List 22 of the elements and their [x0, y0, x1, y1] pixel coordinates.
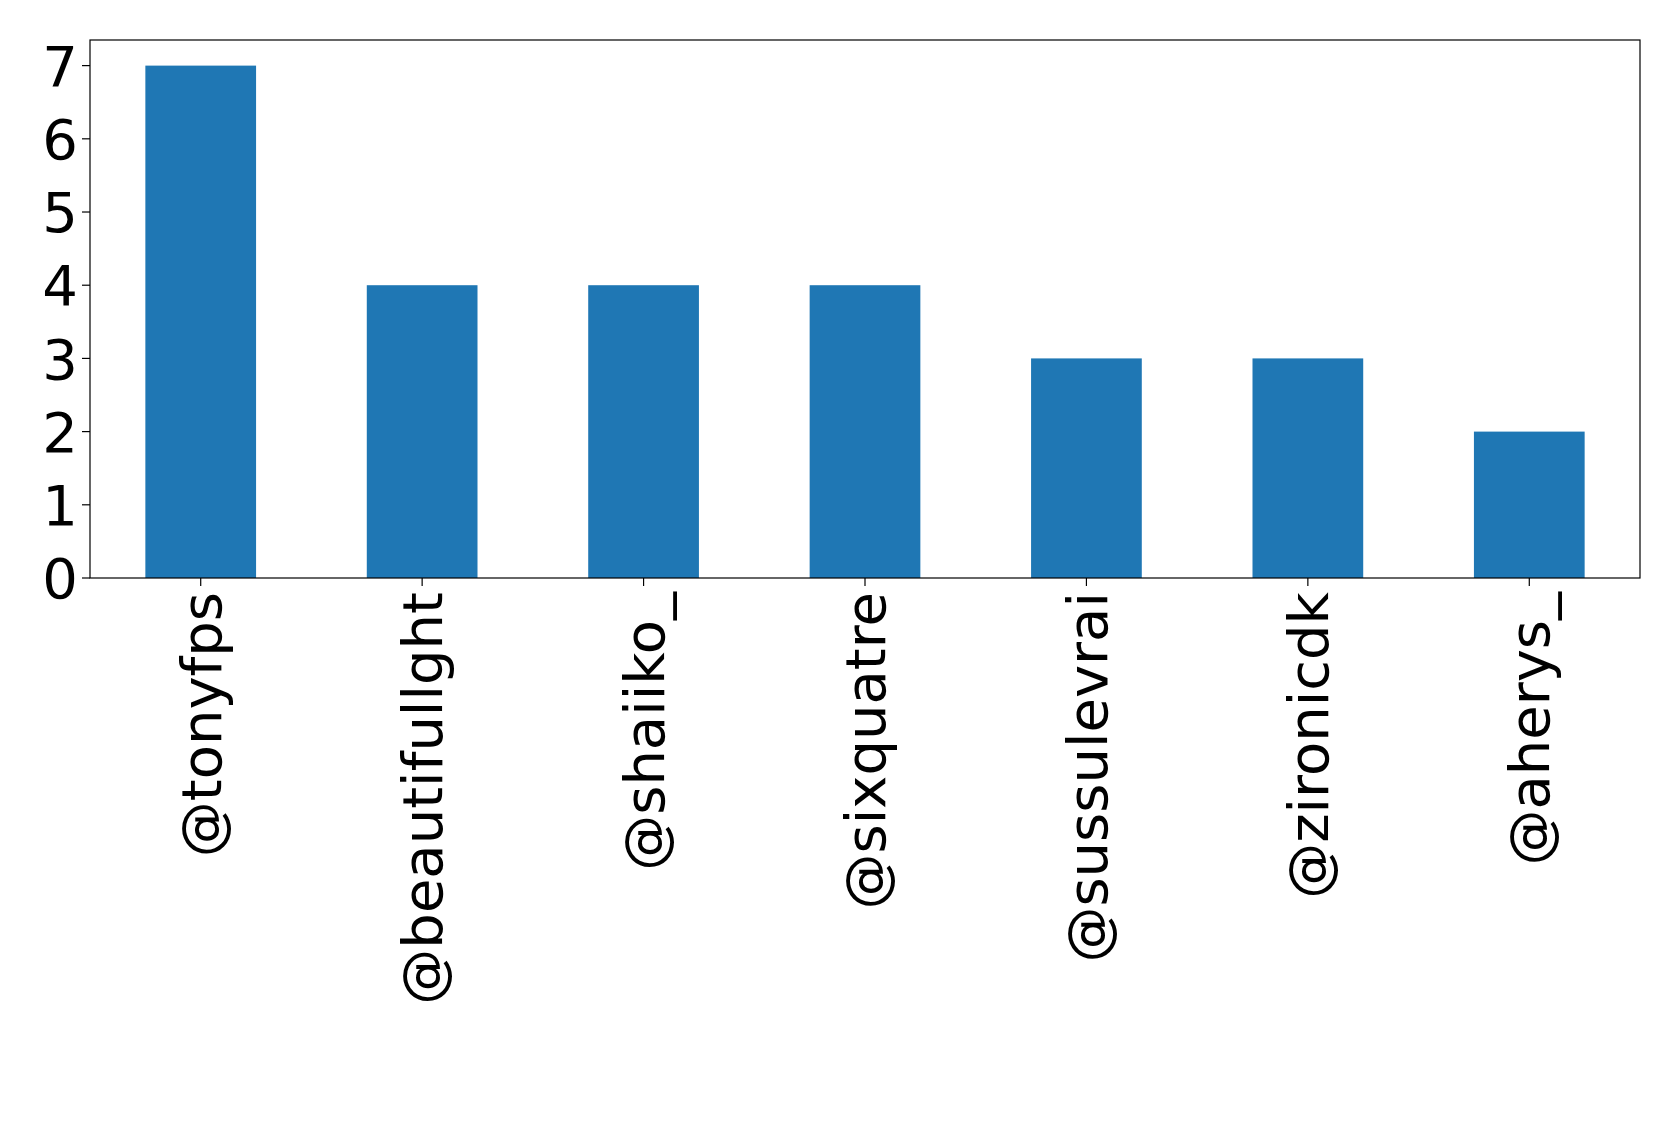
x-tick-label: @sussulevrai [1054, 592, 1120, 963]
x-tick-label: @aherys_ [1497, 591, 1563, 866]
x-tick-label: @zironicdk [1276, 591, 1342, 899]
bar [145, 65, 257, 578]
x-tick-label: @shaiiko_ [611, 591, 677, 871]
bar [588, 285, 699, 578]
y-tick-label: 5 [42, 180, 78, 246]
bar [366, 285, 478, 578]
x-tick-label: @sixquatre [833, 592, 899, 910]
y-tick-label: 0 [42, 546, 78, 612]
y-tick-label: 6 [42, 106, 78, 172]
bar [1031, 358, 1142, 578]
x-tick-label: @beautifullght [390, 592, 456, 1005]
y-tick-label: 2 [42, 399, 78, 465]
x-tick-label: @tonyfps [168, 592, 234, 858]
bar [1252, 358, 1364, 578]
y-tick-label: 4 [42, 253, 78, 319]
bar [809, 285, 921, 578]
y-tick-label: 3 [42, 326, 78, 392]
bar [1473, 431, 1585, 578]
y-tick-label: 1 [42, 472, 78, 538]
y-tick-label: 7 [42, 33, 78, 99]
